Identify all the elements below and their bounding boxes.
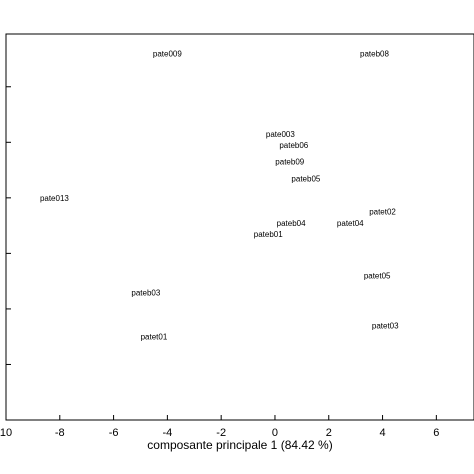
point-label: pateb01 — [254, 230, 283, 239]
point-label: pateb09 — [275, 158, 304, 167]
x-tick-label: 2 — [326, 427, 332, 439]
x-tick-label: 0 — [272, 427, 278, 439]
x-tick-label: -4 — [162, 427, 172, 439]
axis-ticks: 10 -8 -6 -4 -2 0 2 4 6 — [0, 86, 439, 439]
point-label: pateb06 — [279, 141, 308, 150]
point-label: patet05 — [364, 272, 391, 281]
x-tick-label: 10 — [0, 427, 12, 439]
point-label: patet03 — [372, 322, 399, 331]
point-labels: pate009 pateb08 pate003 pateb06 pateb09 pateb… — [40, 49, 399, 341]
x-axis-title: composante principale 1 (84.42 %) — [147, 438, 332, 452]
point-label: pateb04 — [277, 219, 306, 228]
x-tick-label: -2 — [216, 427, 226, 439]
x-tick-label: 6 — [433, 427, 439, 439]
point-label: patet02 — [369, 208, 396, 217]
point-label: pateb08 — [360, 49, 389, 58]
x-tick-label: -8 — [55, 427, 65, 439]
plot-frame — [5, 33, 474, 421]
x-tick-label: -6 — [109, 427, 119, 439]
point-label: patet04 — [337, 219, 364, 228]
point-label: pate013 — [40, 194, 69, 203]
point-label: patet01 — [141, 333, 168, 342]
point-label: pate003 — [266, 130, 295, 139]
point-label: pateb05 — [291, 174, 320, 183]
point-label: pate009 — [153, 49, 182, 58]
point-label: pateb03 — [131, 288, 160, 297]
x-tick-label: 4 — [379, 427, 385, 439]
